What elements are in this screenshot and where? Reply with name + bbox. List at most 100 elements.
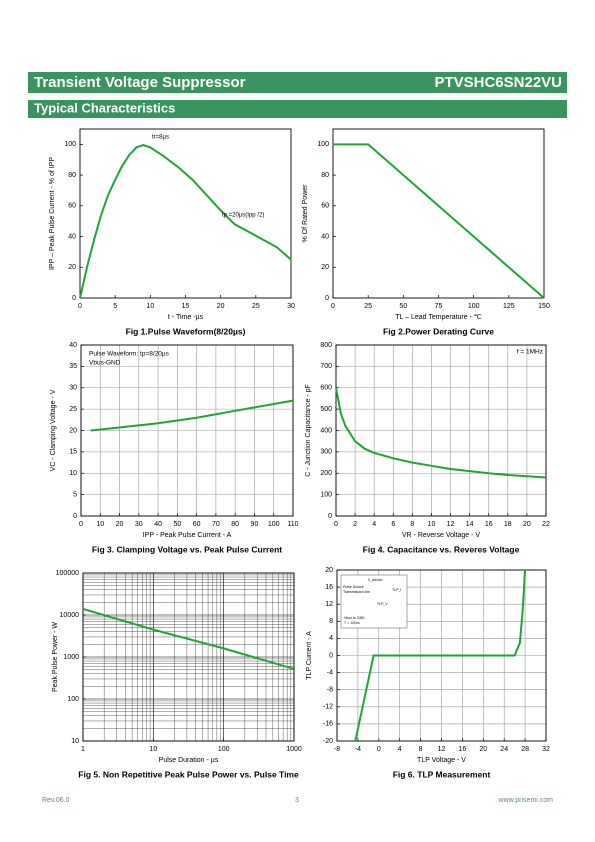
- x-tick-label: 28: [521, 746, 529, 753]
- y-axis-label: TLP Current - A: [306, 631, 313, 680]
- section-title: Typical Characteristics: [34, 100, 175, 115]
- x-tick-label: 0: [79, 521, 83, 528]
- annotation: Vbus-GND: [89, 360, 121, 367]
- x-axis-label: TL – Lead Temperature - ℃: [395, 314, 482, 321]
- annotation: V_device: [368, 578, 382, 582]
- website: www.prisemi.com: [498, 797, 554, 804]
- y-tick-label: 600: [320, 385, 332, 392]
- annotation: TLP_V: [377, 602, 388, 606]
- x-tick-label: 32: [542, 746, 550, 753]
- x-tick-label: 10: [149, 746, 157, 753]
- annotation: Pulse Waveform: tp=8/20µs: [89, 351, 170, 358]
- y-tick-label: 100: [64, 141, 76, 148]
- x-axis-label: Pulse Duration - µs: [159, 757, 219, 764]
- x-tick-label: 0: [377, 746, 381, 753]
- y-tick-label: 4: [329, 635, 333, 642]
- x-axis-label: IPP - Peak Pulse Current - A: [143, 532, 232, 539]
- x-axis-label: TLP Voltage - V: [417, 757, 466, 764]
- y-tick-label: 8: [329, 618, 333, 625]
- x-tick-label: 20: [116, 521, 124, 528]
- x-tick-label: 25: [252, 303, 260, 310]
- y-tick-label: -8: [327, 687, 333, 694]
- data-line: [354, 569, 527, 742]
- x-tick-label: 80: [231, 521, 239, 528]
- x-tick-label: 16: [485, 521, 493, 528]
- annotation: tp =20µs(Ipp /2): [222, 213, 264, 219]
- y-tick-label: 100: [317, 141, 329, 148]
- y-tick-label: 0: [73, 513, 77, 520]
- x-tick-label: 2: [353, 521, 357, 528]
- data-line: [90, 399, 294, 432]
- plot-frame: [82, 572, 295, 742]
- x-tick-label: 4: [372, 521, 376, 528]
- y-tick-label: 60: [321, 203, 329, 210]
- x-tick-label: 40: [154, 521, 162, 528]
- y-tick-label: -16: [323, 721, 333, 728]
- annotation: T = 100ns: [344, 621, 360, 625]
- y-tick-label: -20: [323, 738, 333, 745]
- y-axis-label: C - Junction Capacitance - pF: [305, 384, 312, 477]
- x-tick-label: 60: [193, 521, 201, 528]
- x-tick-label: 0: [334, 521, 338, 528]
- x-tick-label: 6: [391, 521, 395, 528]
- y-tick-label: 5: [73, 491, 77, 498]
- x-tick-label: 1000: [286, 746, 302, 753]
- y-tick-label: 16: [325, 584, 333, 591]
- y-tick-label: 0: [329, 652, 333, 659]
- y-tick-label: 0: [72, 295, 76, 302]
- x-tick-label: 30: [135, 521, 143, 528]
- y-tick-label: 0: [328, 513, 332, 520]
- figure-caption: Fig 3. Clamping Voltage vs. Peak Pulse C…: [92, 544, 282, 554]
- x-tick-label: 150: [538, 303, 550, 310]
- figure-caption: Fig 4. Capacitance vs. Reveres Voltage: [363, 544, 520, 554]
- y-tick-label: 30: [69, 385, 77, 392]
- figure-caption: Fig 5. Non Repetitive Peak Pulse Power v…: [78, 769, 299, 779]
- y-tick-label: 15: [69, 449, 77, 456]
- y-tick-label: 40: [69, 342, 77, 349]
- inset-diagram: [340, 574, 408, 629]
- x-tick-label: 25: [364, 303, 372, 310]
- y-tick-label: 35: [69, 363, 77, 370]
- y-tick-label: -12: [323, 704, 333, 711]
- y-tick-label: 80: [321, 172, 329, 179]
- y-tick-label: 20: [321, 264, 329, 271]
- title-bar: [28, 72, 567, 93]
- plot-frame: [79, 128, 292, 299]
- y-tick-label: 12: [325, 601, 333, 608]
- x-tick-label: 20: [479, 746, 487, 753]
- plot-frame: [80, 344, 294, 517]
- x-tick-label: 22: [542, 521, 550, 528]
- x-tick-label: 8: [419, 746, 423, 753]
- y-tick-label: 25: [69, 406, 77, 413]
- x-tick-label: 10: [146, 303, 154, 310]
- plot-area: [80, 129, 291, 298]
- figure-caption: Fig 6. TLP Measurement: [393, 769, 491, 779]
- data-line: [333, 143, 545, 299]
- plot-frame: [336, 569, 547, 742]
- x-tick-label: 10: [428, 521, 436, 528]
- y-tick-label: 100: [320, 491, 332, 498]
- x-tick-label: -8: [334, 746, 340, 753]
- data-line: [82, 607, 295, 670]
- x-tick-label: 24: [500, 746, 508, 753]
- plot-frame: [332, 128, 545, 299]
- x-tick-label: 20: [217, 303, 225, 310]
- y-tick-label: 500: [320, 406, 332, 413]
- y-tick-label: 1000: [63, 654, 79, 661]
- x-tick-label: 8: [410, 521, 414, 528]
- y-axis-label: IPP – Peak Pulse Current - % of IPP: [49, 157, 56, 270]
- annotation: Vbus to GND: [344, 616, 365, 620]
- x-tick-label: 100: [468, 303, 480, 310]
- y-axis-label: % Of Rated Power: [302, 184, 309, 243]
- y-tick-label: -4: [327, 669, 333, 676]
- x-tick-label: 30: [287, 303, 295, 310]
- section-bar: [28, 100, 567, 118]
- y-tick-label: 0: [325, 295, 329, 302]
- data-line: [79, 144, 292, 299]
- y-tick-label: 10: [71, 738, 79, 745]
- page-number: 3: [295, 797, 299, 804]
- x-tick-label: 4: [398, 746, 402, 753]
- y-tick-label: 800: [320, 342, 332, 349]
- part-number: PTVSHC6SN22VU: [434, 74, 562, 91]
